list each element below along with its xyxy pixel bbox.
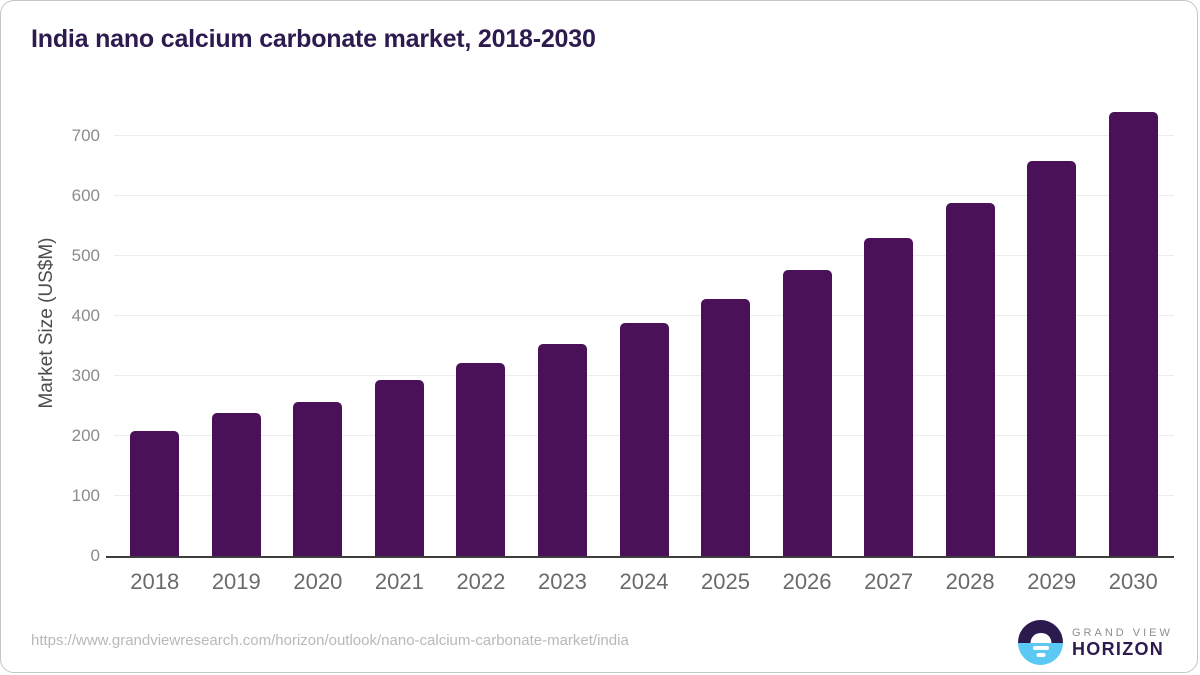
y-tick-label-0: 0 (90, 546, 100, 565)
x-label-2025: 2025 (701, 569, 751, 594)
chart-title: India nano calcium carbonate market, 201… (31, 25, 596, 53)
y-tick-label-400: 400 (71, 306, 100, 325)
gridline-600 (114, 195, 1174, 196)
bar-2029 (1027, 160, 1077, 556)
bar-chart-plot: 0 100 200 300 400 500 600 700 2018 2019 2020 2021 2… (72, 106, 1174, 594)
logo-grand-view-text: GRAND VIEW (1072, 626, 1173, 639)
bar-2030 (1108, 112, 1158, 556)
bar-2021 (374, 380, 424, 556)
x-label-2019: 2019 (211, 569, 261, 594)
x-label-2027: 2027 (864, 569, 914, 594)
bar-2027 (864, 238, 914, 556)
bar-2028 (945, 202, 995, 556)
logo-wordmark: GRAND VIEW HORIZON (1072, 627, 1173, 659)
x-label-2023: 2023 (537, 569, 587, 594)
x-label-2029: 2029 (1027, 569, 1077, 594)
y-tick-label-700: 700 (71, 126, 100, 145)
y-tick-label-200: 200 (71, 426, 100, 445)
sunset-horizon-icon (1018, 620, 1063, 665)
logo-horizon-text: HORIZON (1072, 638, 1165, 659)
x-label-2030: 2030 (1108, 569, 1158, 594)
icon-wave-line-2 (1036, 652, 1045, 657)
x-label-2020: 2020 (293, 569, 343, 594)
gridline-400 (114, 315, 1174, 316)
gridline-500 (114, 255, 1174, 256)
y-tick-label-100: 100 (71, 486, 100, 505)
bar-2019 (211, 412, 261, 556)
gridline-700 (114, 135, 1174, 136)
bar-2020 (293, 401, 343, 556)
bar-2026 (782, 270, 832, 556)
x-label-2026: 2026 (782, 569, 832, 594)
icon-sky-half (1018, 620, 1063, 643)
x-label-2028: 2028 (945, 569, 995, 594)
y-tick-label-500: 500 (71, 246, 100, 265)
bar-2024 (619, 322, 669, 556)
icon-wave-line-1 (1032, 645, 1049, 650)
x-label-2022: 2022 (456, 569, 506, 594)
x-label-2021: 2021 (374, 569, 424, 594)
source-url: https://www.grandviewresearch.com/horizo… (31, 632, 629, 649)
icon-sun (1030, 632, 1051, 643)
bar-2025 (701, 298, 751, 556)
x-label-2018: 2018 (130, 569, 180, 594)
y-tick-label-300: 300 (71, 366, 100, 385)
x-axis-line (106, 556, 1174, 558)
bar-2023 (537, 343, 587, 556)
bar-2018 (130, 430, 180, 556)
y-tick-label-600: 600 (71, 186, 100, 205)
x-label-2024: 2024 (619, 569, 669, 594)
bar-2022 (456, 362, 506, 556)
grand-view-horizon-logo: GRAND VIEW HORIZON (1018, 620, 1173, 665)
